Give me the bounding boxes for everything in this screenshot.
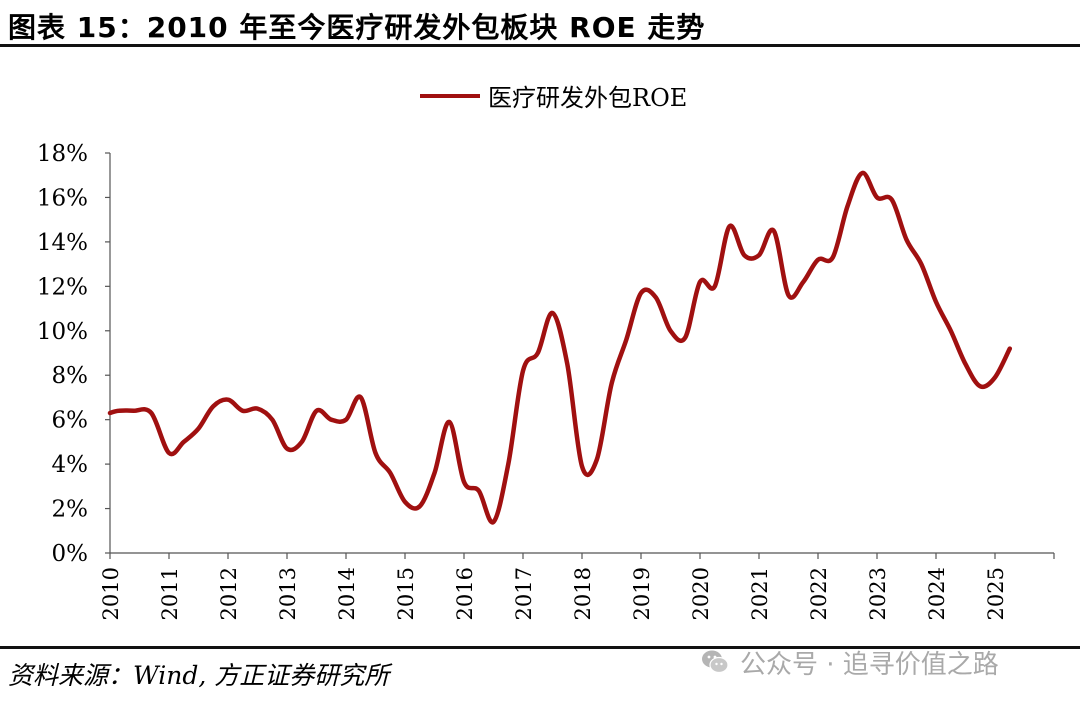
y-axis: 0% 2% 4% 6% 8% 10% 12% 14% 16% 18% [37, 141, 111, 567]
x-tick-label: 2025 [984, 567, 1008, 620]
chart-title: 图表 15：2010 年至今医疗研发外包板块 ROE 走势 [8, 11, 706, 44]
x-tick-label: 2024 [925, 567, 949, 620]
source-note: 资料来源：Wind, 方正证券研究所 [8, 661, 390, 690]
x-tick-label: 2015 [394, 567, 418, 620]
y-tick-label: 18% [37, 141, 88, 167]
y-tick-label: 2% [52, 497, 89, 523]
x-axis: 2010 2011 2012 2013 2014 2015 2016 2017 2018 2019… [99, 552, 1055, 620]
x-tick-label: 2013 [276, 567, 300, 620]
x-tick-label: 2018 [571, 567, 595, 620]
watermark: 公众号 · 追寻价值之路 [700, 642, 999, 682]
x-tick-label: 2014 [335, 567, 359, 620]
y-tick-label: 4% [52, 452, 89, 478]
x-tick-label: 2011 [158, 567, 182, 620]
legend: 医疗研发外包ROE [420, 84, 687, 112]
bottom-divider [0, 646, 1080, 649]
x-tick-label: 2021 [748, 567, 772, 620]
wechat-icon [702, 650, 729, 674]
x-tick-label: 2016 [453, 567, 477, 620]
x-tick-label: 2010 [99, 567, 123, 620]
y-tick-label: 8% [52, 363, 89, 389]
x-tick-label: 2020 [689, 567, 713, 620]
top-divider [0, 44, 1080, 47]
x-tick-label: 2012 [217, 567, 241, 620]
x-tick-label: 2022 [807, 567, 831, 620]
y-tick-label: 6% [52, 408, 89, 434]
y-tick-label: 16% [37, 185, 88, 211]
x-tick-label: 2023 [866, 567, 890, 620]
y-tick-label: 14% [37, 230, 88, 256]
y-tick-label: 10% [37, 319, 88, 345]
y-tick-label: 12% [37, 274, 88, 300]
x-tick-label: 2017 [512, 567, 536, 620]
series-line [107, 170, 1013, 525]
line-chart: 医疗研发外包ROE 0% 2% 4% 6% 8% 10% 12% 14% 16% 18% 2010… [37, 84, 1055, 620]
y-tick-label: 0% [52, 541, 89, 567]
x-tick-label: 2019 [630, 567, 654, 620]
legend-label: 医疗研发外包ROE [488, 84, 687, 112]
watermark-text: 公众号 · 追寻价值之路 [740, 649, 999, 680]
